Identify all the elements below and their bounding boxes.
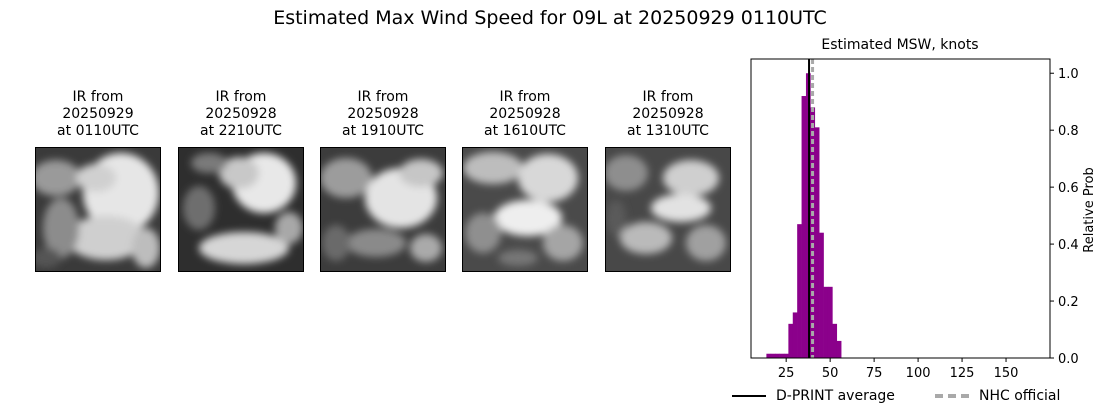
histogram-bar (819, 232, 824, 358)
ir-caption-date: 20250928 (347, 106, 419, 122)
dashed-line-swatch (935, 394, 969, 398)
histogram-bar (770, 353, 776, 358)
x-tick-label: 150 (994, 366, 1019, 381)
histogram-bars (766, 73, 842, 359)
y-tick-label: 0.0 (1058, 352, 1079, 367)
ir-caption-time: at 0110UTC (57, 123, 139, 139)
chart-legend: D-PRINT average NHC official (728, 386, 1100, 408)
histogram-bar (779, 353, 785, 358)
y-tick-label: 1.0 (1058, 67, 1079, 82)
histogram-bar (783, 353, 789, 358)
ir-panel: IR from 20250928 at 1310UTC (605, 89, 731, 272)
ir-caption-line: IR from (642, 89, 694, 105)
ir-caption-date: 20250928 (489, 106, 561, 122)
ir-panel: IR from 20250928 at 1910UTC (320, 89, 446, 272)
histogram-bar (823, 286, 829, 358)
y-tick-label: 0.8 (1058, 124, 1079, 139)
ir-panel: IR from 20250929 at 0110UTC (35, 89, 161, 272)
histogram-bar (832, 323, 838, 358)
ir-panel-caption: IR from 20250928 at 2210UTC (178, 89, 304, 142)
histogram-bar (827, 286, 833, 358)
msw-histogram: Estimated MSW, knots 25 50 75 100 125 150 0.0… (750, 37, 1097, 381)
ir-caption-time: at 2210UTC (200, 123, 282, 139)
y-axis-ticks: 0.0 0.2 0.4 0.6 0.8 1.0 (1050, 67, 1079, 367)
chart-title: Estimated Max Wind Speed for 09L at 2025… (273, 7, 827, 29)
ir-satellite-image (462, 147, 588, 272)
ir-panel-caption: IR from 20250928 at 1910UTC (320, 89, 446, 142)
y-tick-label: 0.4 (1058, 238, 1079, 253)
ir-caption-line: IR from (72, 89, 124, 105)
ir-caption-time: at 1610UTC (484, 123, 566, 139)
histogram-bar (836, 340, 842, 358)
legend-label: NHC official (979, 388, 1061, 404)
solid-line-swatch (732, 395, 766, 397)
legend-item-dprint: D-PRINT average (732, 386, 895, 406)
ir-caption-date: 20250928 (632, 106, 704, 122)
ir-satellite-image (178, 147, 304, 272)
x-tick-label: 125 (950, 366, 975, 381)
histogram-bar (775, 353, 780, 358)
histogram-bar (797, 224, 802, 358)
ir-satellite-image (605, 147, 731, 272)
y-tick-label: 0.2 (1058, 295, 1079, 310)
x-tick-label: 100 (906, 366, 931, 381)
ir-caption-date: 20250928 (205, 106, 277, 122)
x-tick-label: 75 (866, 366, 883, 381)
x-tick-label: 25 (778, 366, 795, 381)
ir-panel-caption: IR from 20250928 at 1310UTC (605, 89, 731, 142)
ir-caption-time: at 1910UTC (342, 123, 424, 139)
y-axis-label: Relative Prob (1082, 167, 1097, 252)
histogram-bar (810, 107, 816, 358)
histogram-title: Estimated MSW, knots (821, 37, 978, 53)
plot-frame (750, 58, 1051, 359)
histogram-bar (766, 353, 772, 358)
legend-label: D-PRINT average (776, 388, 895, 404)
ir-satellite-image (35, 147, 161, 272)
histogram-bar (792, 312, 798, 358)
x-tick-label: 50 (822, 366, 839, 381)
legend-item-nhc: NHC official (935, 386, 1060, 406)
reference-lines (808, 59, 815, 358)
ir-caption-line: IR from (357, 89, 409, 105)
y-tick-label: 0.6 (1058, 181, 1079, 196)
x-axis-ticks: 25 50 75 100 125 150 (778, 358, 1019, 381)
ir-caption-date: 20250929 (62, 106, 134, 122)
ir-caption-line: IR from (215, 89, 267, 105)
ir-caption-line: IR from (499, 89, 551, 105)
histogram-bar (788, 323, 794, 358)
ir-satellite-image (320, 147, 446, 272)
histogram-bar (801, 96, 807, 359)
ir-panel-caption: IR from 20250928 at 1610UTC (462, 89, 588, 142)
ir-panel-caption: IR from 20250929 at 0110UTC (35, 89, 161, 142)
histogram-bar (814, 127, 820, 358)
ir-caption-time: at 1310UTC (627, 123, 709, 139)
ir-panel: IR from 20250928 at 2210UTC (178, 89, 304, 272)
ir-panel: IR from 20250928 at 1610UTC (462, 89, 588, 272)
